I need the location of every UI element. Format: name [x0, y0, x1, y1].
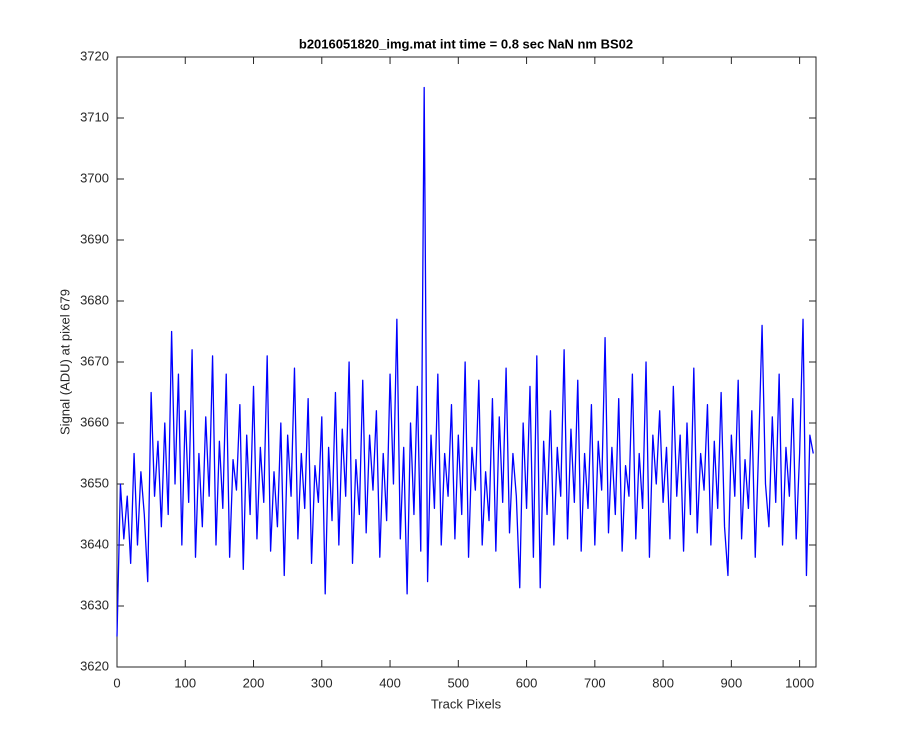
x-tick-label: 800: [652, 675, 674, 690]
y-tick-label: 3630: [80, 597, 109, 612]
y-axis-label: Signal (ADU) at pixel 679: [57, 289, 72, 435]
x-tick-label: 0: [113, 675, 120, 690]
x-axis-label: Track Pixels: [431, 696, 502, 711]
x-tick-label: 1000: [785, 675, 814, 690]
y-tick-label: 3640: [80, 536, 109, 551]
y-tick-label: 3710: [80, 109, 109, 124]
y-tick-label: 3680: [80, 292, 109, 307]
y-tick-label: 3670: [80, 353, 109, 368]
data-line: [116, 86, 814, 637]
y-tick-label: 3660: [80, 414, 109, 429]
y-tick-label: 3620: [80, 658, 109, 673]
x-tick-label: 900: [721, 675, 743, 690]
x-tick-label: 400: [379, 675, 401, 690]
y-tick-label: 3690: [80, 231, 109, 246]
x-tick-label: 700: [584, 675, 606, 690]
y-tick-label: 3650: [80, 475, 109, 490]
x-tick-label: 200: [243, 675, 265, 690]
plot-area: [116, 56, 817, 668]
y-tick-label: 3700: [80, 170, 109, 185]
x-tick-label: 300: [311, 675, 333, 690]
x-tick-label: 500: [447, 675, 469, 690]
x-tick-label: 100: [174, 675, 196, 690]
chart-title: b2016051820_img.mat int time = 0.8 sec N…: [299, 36, 633, 51]
y-tick-label: 3720: [80, 48, 109, 63]
x-tick-label: 600: [516, 675, 538, 690]
